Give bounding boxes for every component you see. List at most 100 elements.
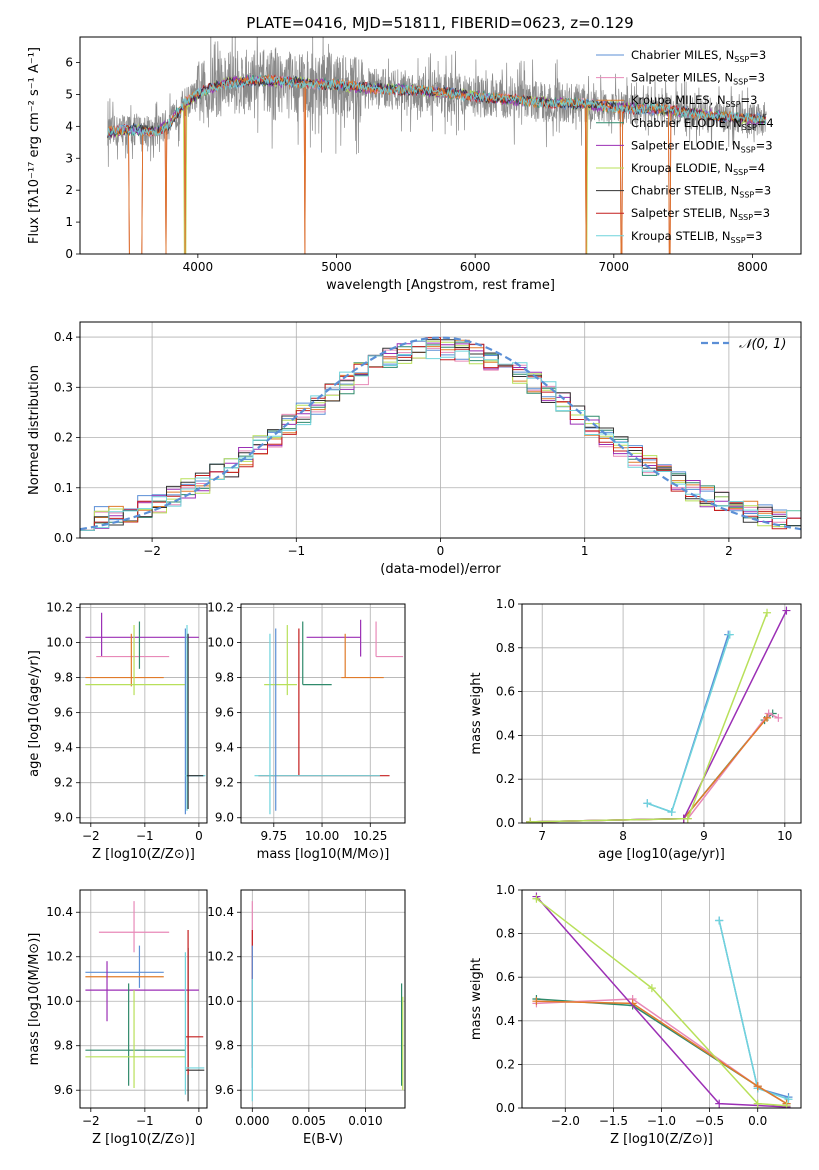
spectrum-ytick-label: 3: [65, 151, 73, 165]
weight_vs_Z-ytick-label: 0.0: [496, 1101, 515, 1115]
mass_vs_Z-ylabel: mass [log10(M/M⊙)]: [27, 933, 42, 1066]
weight_vs_Z-xtick-label: −1.5: [599, 1114, 628, 1128]
weight_vs_Z-ytick-label: 1.0: [496, 883, 515, 897]
model-spectrum-6: [107, 75, 766, 139]
mass_vs_Z-plot-area: [85, 901, 205, 1102]
weight_vs_age-frame: [521, 603, 802, 824]
weight_vs_Z-xlabel: Z [log10(Z/Z⊙)]: [610, 1132, 713, 1147]
age_vs_Z-xtick-label: −2: [82, 829, 100, 843]
legend-entry-7: Salpeter STELIB, NSSP=3: [631, 206, 770, 222]
age_vs_Z-ytick-label: 9.0: [54, 811, 73, 825]
spectrum-frame: [79, 36, 802, 255]
residuals-xtick-label: −2: [143, 544, 161, 558]
residuals-panel: −2 −1 0 1 2 0.0 0.1 0.2 0.3 0.4 (data-model)/error…: [27, 321, 802, 577]
legend-entry-label: Chabrier STELIB, N: [631, 184, 739, 198]
age_vs_mass-ytick-label: 10.0: [207, 636, 234, 650]
spectrum-xtick-label: 6000: [460, 260, 491, 274]
legend-entry-subscript: SSP: [739, 191, 754, 200]
age_vs_mass-frame: [240, 603, 406, 824]
figure-title: PLATE=0416, MJD=51811, FIBERID=0623, z=0…: [246, 14, 633, 32]
weight_vs_Z-marker-1-2: [784, 1095, 793, 1104]
mass_vs_ebv-xtick-label: 0.005: [292, 1114, 326, 1128]
age_vs_Z-ytick-label: 9.4: [54, 741, 73, 755]
legend-entry-label: Kroupa MILES, N: [631, 93, 726, 107]
age_vs_mass-ytick-label: 9.0: [215, 811, 234, 825]
legend-entry-subscript: SSP: [726, 100, 741, 109]
weight_vs_Z-ytick-label: 0.6: [496, 970, 515, 984]
legend-entry-subscript: SSP: [734, 55, 749, 64]
age_vs_mass-xtick-label: 10.25: [353, 829, 387, 843]
mass_vs_ebv-ytick-label: 10.0: [207, 994, 234, 1008]
spectrum-ytick-label: 1: [65, 215, 73, 229]
legend-entry-label: Chabrier ELODIE, N: [631, 116, 742, 130]
age_vs_Z-panel: −2 −1 0 9.0 9.2 9.4 9.6 9.8 10.0 10.2 Z [log10(Z/Z…: [27, 601, 208, 862]
legend-entry-tail: =3: [749, 48, 766, 62]
weight_vs_age-series-5: [530, 610, 788, 823]
residuals-xtick-label: 1: [581, 544, 589, 558]
mass_vs_Z-xtick-label: 0: [195, 1114, 203, 1128]
weight_vs_Z-marker-6-2: [753, 1099, 762, 1108]
age_vs_mass-ytick-label: 9.8: [215, 671, 234, 685]
residuals-ytick-label: 0.3: [54, 380, 73, 394]
legend-entry-8: Kroupa STELIB, NSSP=3: [631, 229, 762, 245]
spectrum-xtick-label: 7000: [599, 260, 630, 274]
legend-entry-tail: =3: [748, 71, 765, 85]
mass_vs_Z-ytick-label: 10.4: [46, 905, 73, 919]
age_vs_Z-xtick-label: 0: [195, 829, 203, 843]
residuals-ytick-label: 0.0: [54, 531, 73, 545]
weight_vs_Z-frame: [521, 889, 802, 1109]
spectrum-panel: 4000 5000 6000 7000 8000 0 1 2 3 4 5 6 wavelength [A…: [27, 36, 802, 293]
legend-entry-3: Chabrier ELODIE, NSSP=4: [631, 116, 774, 132]
age_vs_Z-ytick-label: 9.2: [54, 776, 73, 790]
weight_vs_Z-panel: −2.0 −1.5 −1.0 −0.5 0.0 0.0 0.2 0.4 0.6 0.8 1.0 Z […: [469, 883, 802, 1147]
weight_vs_Z-marker-6-1: [647, 984, 656, 993]
weight_vs_age-xlabel: age [log10(age/yr)]: [598, 847, 725, 862]
weight_vs_age-plot-area: [526, 606, 791, 823]
weight_vs_age-marker-3-2: [764, 709, 773, 718]
mass_vs_ebv-plot-area: [251, 901, 404, 1102]
normal-curve-line: [80, 336, 801, 531]
weight_vs_Z-xtick-label: −2.0: [551, 1114, 580, 1128]
legend-entry-label: Kroupa STELIB, N: [631, 229, 731, 243]
legend-entry-tail: =3: [753, 206, 770, 220]
age_vs_Z-ylabel: age [log10(age/yr)]: [27, 650, 42, 777]
age_vs_mass-xtick-label: 9.75: [260, 829, 287, 843]
weight_vs_age-ylabel: mass weight: [469, 672, 484, 754]
spectrum-ytick-label: 2: [65, 183, 73, 197]
spectrum-plot-area: [107, 37, 767, 254]
weight_vs_age-marker-1-0: [643, 799, 652, 808]
residuals-frame: [79, 321, 802, 539]
weight_vs_age-xtick-label: 9: [700, 829, 708, 843]
age_vs_Z-xtick-label: −1: [136, 829, 154, 843]
residuals-ytick-label: 0.2: [54, 431, 73, 445]
weight_vs_age-marker-3-3: [774, 713, 783, 722]
legend-entry-label: Salpeter MILES, N: [631, 71, 733, 85]
legend-entry-1: Salpeter MILES, NSSP=3: [631, 71, 765, 87]
mass_vs_ebv-panel: 0.000 0.005 0.010 9.6 9.8 10.0 10.2 10.4 E(B-V): [207, 889, 406, 1147]
legend-entry-6: Chabrier STELIB, NSSP=3: [631, 184, 771, 200]
age_vs_Z-ytick-label: 10.0: [46, 636, 73, 650]
weight_vs_age-marker-6-2: [763, 608, 772, 617]
weight_vs_age-ytick-label: 0.8: [496, 641, 515, 655]
residuals-xtick-label: 2: [725, 544, 733, 558]
legend-entry-subscript: SSP: [738, 213, 753, 222]
residual-histogram-7: [80, 337, 801, 531]
mass_vs_Z-frame: [79, 889, 208, 1109]
weight_vs_age-panel: 7 8 9 10 0.0 0.2 0.4 0.6 0.8 1.0 age [log10(age/yr…: [469, 597, 802, 862]
weight_vs_age-marker-1-2: [725, 630, 734, 639]
weight_vs_age-marker-4-2: [763, 713, 772, 722]
legend-entry-tail: =3: [756, 138, 773, 152]
mass_vs_Z-panel: −2 −1 0 9.6 9.8 10.0 10.2 10.4 Z [log10(Z/Z⊙)] ma…: [27, 889, 208, 1147]
legend-entry-subscript: SSP: [741, 145, 756, 154]
mass_vs_ebv-xtick-label: 0.010: [348, 1114, 382, 1128]
weight_vs_Z-xtick-label: −1.0: [647, 1114, 676, 1128]
weight_vs_Z-xtick-label: 0.0: [748, 1114, 767, 1128]
legend-entry-tail: =4: [748, 161, 765, 175]
weight_vs_age-series-6: [530, 612, 768, 823]
mass_vs_Z-ytick-label: 9.6: [54, 1083, 73, 1097]
spectrum-xlabel: wavelength [Angstrom, rest frame]: [326, 278, 555, 293]
weight_vs_age-marker-6-1: [683, 814, 692, 823]
legend-entry-5: Kroupa ELODIE, NSSP=4: [631, 161, 765, 177]
mass_vs_Z-ytick-label: 9.8: [54, 1039, 73, 1053]
weight_vs_age-ytick-label: 0.6: [496, 685, 515, 699]
